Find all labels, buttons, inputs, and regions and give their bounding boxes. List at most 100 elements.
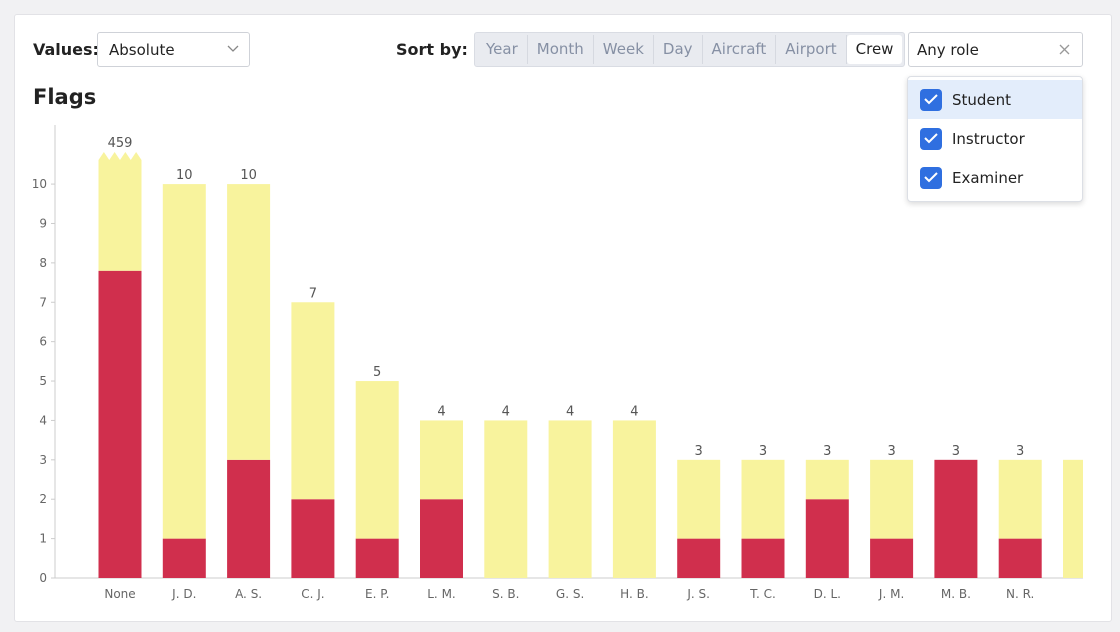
check xyxy=(924,94,938,105)
x-tick-label: L. M. xyxy=(427,587,455,601)
y-tick-label: 5 xyxy=(39,374,47,388)
sort-option[interactable]: Year xyxy=(477,35,528,64)
total-label: 3 xyxy=(695,444,703,459)
y-tick-label: 4 xyxy=(39,413,47,427)
y-tick-label: 1 xyxy=(39,532,47,546)
bar-segment xyxy=(870,459,914,539)
sort-option[interactable]: Airport xyxy=(776,35,847,64)
role-label: Examiner xyxy=(952,168,1024,187)
bar-segment xyxy=(420,420,463,500)
y-tick-label: 10 xyxy=(32,177,47,191)
x-tick-label: N. R. xyxy=(1006,587,1034,601)
bar-segment xyxy=(291,302,335,500)
values-select[interactable]: Absolute xyxy=(97,32,250,67)
bar-segment xyxy=(934,459,978,578)
y-tick-label: 6 xyxy=(39,335,47,349)
total-label: 4 xyxy=(437,404,445,419)
checkbox xyxy=(920,127,942,150)
x-tick-label: M. B. xyxy=(941,587,971,601)
bar-segment xyxy=(355,538,399,578)
total-label: 10 xyxy=(240,168,257,183)
sort-option[interactable]: Week xyxy=(594,35,654,64)
clear-icon[interactable] xyxy=(1059,44,1070,55)
total-label: 3 xyxy=(952,444,960,459)
chevron xyxy=(227,45,239,52)
bar-segment xyxy=(741,538,785,578)
bar-segment xyxy=(98,152,142,271)
plot: 0 1 2 3 4 5 6 7 8 9 10 459 None 10 J. D. 10 A. S. 7 C. J. 5… xyxy=(32,125,1083,601)
y-tick-label: 9 xyxy=(39,216,47,230)
role-menu: Student Instructor Examiner xyxy=(907,76,1083,202)
sort-option[interactable]: Aircraft xyxy=(703,35,777,64)
bar-segment xyxy=(227,459,271,578)
x-tick-label: C. J. xyxy=(301,587,324,601)
x-tick-label: E. P. xyxy=(365,587,389,601)
role-option[interactable]: Examiner xyxy=(908,158,1082,197)
values-label: Values: xyxy=(33,40,99,59)
role-label: Student xyxy=(952,90,1012,109)
bar-segment xyxy=(355,381,399,539)
total-label: 4 xyxy=(566,404,574,419)
check xyxy=(924,133,938,144)
y-tick-label: 0 xyxy=(39,571,47,585)
bar-segment xyxy=(420,499,463,578)
x-tick-label: T. C. xyxy=(749,587,776,601)
bar-segment xyxy=(1063,459,1083,578)
x-tick-label: J. D. xyxy=(171,587,196,601)
sort-option[interactable]: Day xyxy=(654,35,703,64)
total-label: 5 xyxy=(373,365,381,380)
x-tick-label: J. S. xyxy=(686,587,710,601)
bar-segment xyxy=(227,184,271,460)
chart-title: Flags xyxy=(33,85,96,109)
bar-segment xyxy=(162,184,206,539)
sort-segmented: Year Month Week Day Aircraft Airport Crew xyxy=(474,32,906,67)
total-label: 4 xyxy=(502,404,510,419)
bar-segment xyxy=(805,499,849,578)
total-label: 3 xyxy=(887,444,895,459)
bar-segment xyxy=(484,420,528,578)
y-tick-label: 8 xyxy=(39,256,47,270)
y-tick-label: 3 xyxy=(39,453,47,467)
bar-segment xyxy=(870,538,914,578)
bar-segment xyxy=(162,538,206,578)
total-label: 459 xyxy=(108,136,133,151)
bar-segment xyxy=(677,538,721,578)
bar-segment xyxy=(548,420,592,578)
checkbox xyxy=(920,166,942,189)
role-option[interactable]: Student xyxy=(908,80,1082,119)
x-tick-label: A. S. xyxy=(235,587,262,601)
sort-option[interactable]: Crew xyxy=(846,35,903,64)
bar-segment xyxy=(612,420,656,578)
total-label: 3 xyxy=(759,444,767,459)
total-label: 3 xyxy=(823,444,831,459)
x-tick-label: J. M. xyxy=(878,587,904,601)
bar-segment xyxy=(677,459,721,539)
x-tick-label: G. S. xyxy=(556,587,584,601)
total-label: 4 xyxy=(630,404,638,419)
bar-segment xyxy=(98,270,142,578)
role-option[interactable]: Instructor xyxy=(908,119,1082,158)
total-label: 3 xyxy=(1016,444,1024,459)
role-input-text: Any role xyxy=(917,41,979,59)
role-input[interactable]: Any role xyxy=(908,32,1083,67)
bar-segment xyxy=(805,459,849,500)
x-tick-label: H. B. xyxy=(620,587,649,601)
check xyxy=(924,172,938,183)
total-label: 7 xyxy=(309,286,317,301)
y-tick-label: 7 xyxy=(39,295,47,309)
x-tick-label: S. B. xyxy=(492,587,519,601)
bar-segment xyxy=(998,538,1042,578)
values-select-text: Absolute xyxy=(109,41,175,59)
bar-segment xyxy=(291,499,335,578)
sort-option[interactable]: Month xyxy=(528,35,594,64)
checkbox xyxy=(920,88,942,111)
role-label: Instructor xyxy=(952,129,1025,148)
x-tick-label: D. L. xyxy=(814,587,841,601)
x-tick-label: None xyxy=(104,587,135,601)
total-label: 10 xyxy=(176,168,193,183)
y-tick-label: 2 xyxy=(39,492,47,506)
bar-segment xyxy=(741,459,785,539)
bar-segment xyxy=(998,459,1042,539)
